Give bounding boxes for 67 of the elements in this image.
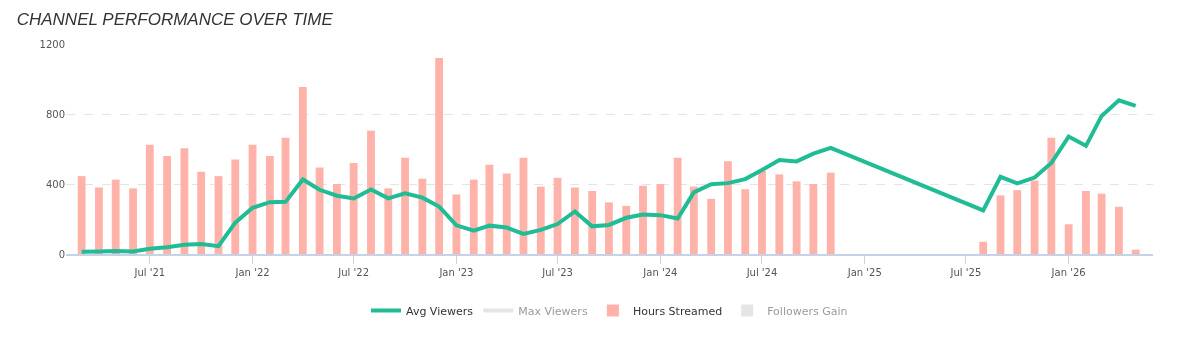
bar	[349, 163, 358, 254]
x-tick-label: Jul '24	[745, 266, 778, 278]
bar	[129, 188, 137, 254]
bar	[418, 178, 427, 254]
x-tick-label: Jul '22	[337, 266, 370, 278]
bar	[826, 172, 835, 254]
bar	[536, 186, 545, 254]
y-tick-label: 0	[58, 248, 65, 260]
bar	[996, 195, 1005, 254]
bar	[741, 189, 750, 254]
x-tick-label: Jan '22	[234, 266, 270, 278]
bar	[315, 167, 324, 254]
x-tick-label: Jan '25	[846, 266, 882, 278]
bar	[1097, 193, 1106, 254]
bar	[1064, 224, 1073, 254]
bar	[384, 188, 393, 254]
bar	[1115, 206, 1123, 254]
bar	[77, 176, 86, 254]
bar	[333, 184, 341, 254]
bar	[656, 184, 665, 254]
bar	[1131, 249, 1140, 254]
x-tick-label: Jul '25	[949, 266, 982, 278]
bar	[588, 191, 597, 254]
bar	[775, 174, 784, 254]
bar	[570, 187, 579, 254]
bar	[809, 184, 818, 254]
bar	[673, 157, 682, 254]
bar	[231, 159, 240, 254]
bar	[145, 144, 154, 254]
bar	[265, 156, 274, 254]
bar	[1013, 190, 1022, 254]
bar	[298, 86, 307, 254]
bar	[605, 202, 613, 254]
chart-title: CHANNEL PERFORMANCE OVER TIME	[16, 10, 334, 30]
bar	[485, 164, 494, 254]
legend-label: Max Viewers	[518, 304, 588, 318]
x-tick-label: Jan '23	[438, 266, 474, 278]
bar	[724, 161, 732, 254]
bar	[639, 185, 647, 254]
line-series	[79, 98, 1138, 254]
x-tick-label: Jul '21	[133, 266, 166, 278]
bar	[95, 187, 103, 254]
legend-label: Hours Streamed	[632, 304, 723, 318]
legend-label: Avg Viewers	[406, 304, 474, 318]
bar	[111, 179, 120, 254]
y-tick-label: 800	[45, 108, 65, 120]
bar	[622, 205, 631, 254]
bar	[758, 170, 766, 254]
bar	[401, 157, 409, 254]
legend-label: Followers Gain	[767, 304, 848, 318]
bar	[435, 58, 444, 254]
y-tick-label: 400	[45, 178, 65, 190]
bar	[1047, 137, 1056, 254]
x-tick-label: Jan '24	[642, 266, 678, 278]
x-tick-label: Jan '26	[1050, 266, 1086, 278]
x-tick-label: Jul '23	[541, 266, 573, 278]
bar	[197, 171, 206, 254]
bar	[792, 181, 801, 254]
bar	[502, 173, 511, 254]
bar	[1082, 191, 1090, 254]
bar	[367, 130, 375, 254]
bar	[689, 186, 698, 254]
bar	[979, 241, 988, 254]
bar	[707, 198, 716, 254]
bar	[469, 179, 478, 254]
y-tick-label: 1200	[39, 38, 65, 50]
bar	[163, 156, 172, 254]
